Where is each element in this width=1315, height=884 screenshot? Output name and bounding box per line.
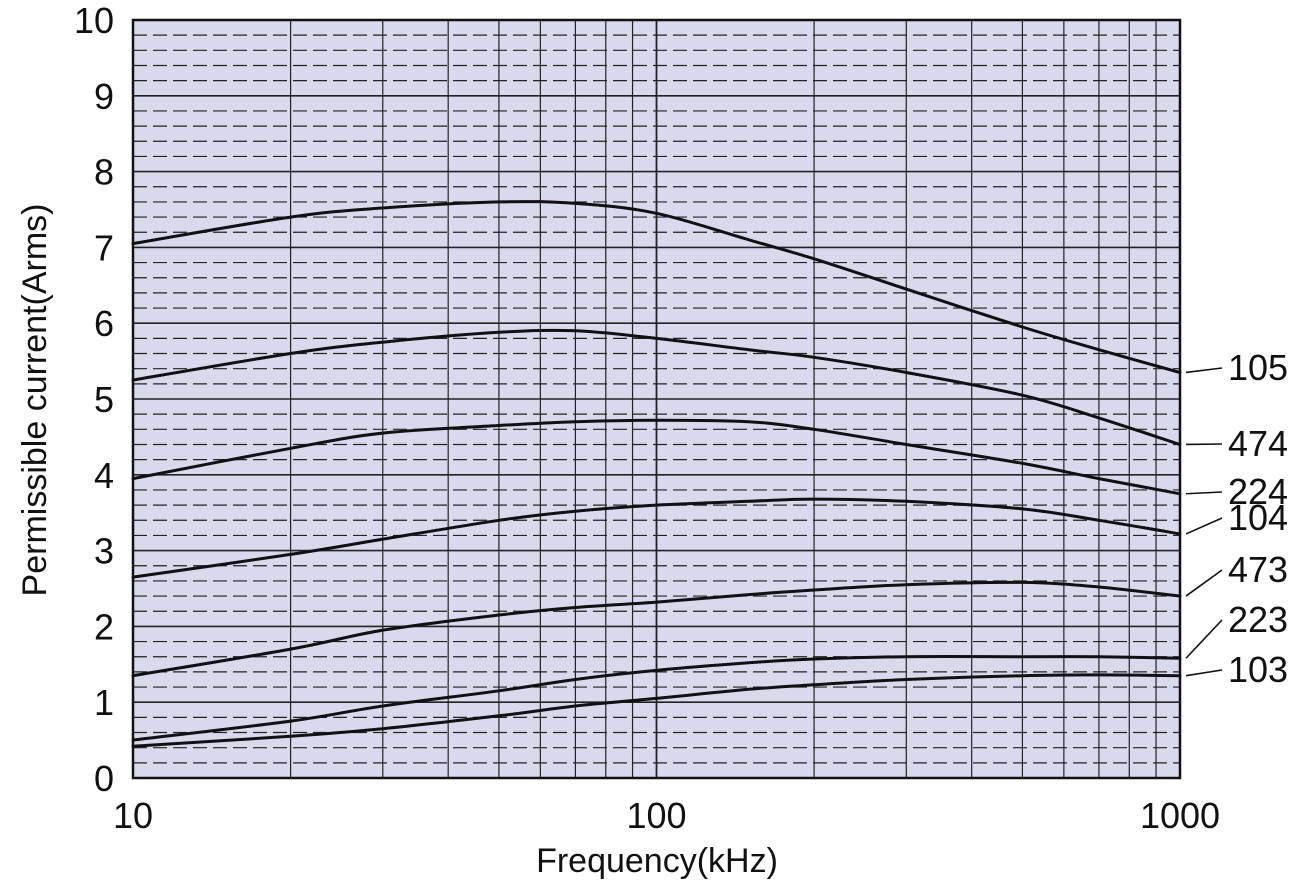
y-axis-ticks: 0 1 2 3 4 5 6 7 8 9 10	[74, 0, 114, 799]
y-tick-label: 0	[94, 758, 114, 799]
x-axis-title: Frequency(kHz)	[536, 842, 778, 880]
series-label-224: 224	[1228, 471, 1288, 512]
series-label-473: 473	[1228, 549, 1288, 590]
leader-line-224	[1185, 491, 1223, 495]
leader-line-104	[1185, 517, 1223, 535]
series-line-473	[131, 580, 1182, 678]
curves	[131, 200, 1182, 748]
x-axis-ticks: 10 100 1000	[113, 795, 1220, 836]
y-tick-label: 8	[94, 152, 114, 193]
y-tick-label: 9	[94, 76, 114, 117]
y-tick-label: 6	[94, 303, 114, 344]
y-tick-label: 4	[94, 455, 114, 496]
x-tick-label: 10	[113, 795, 153, 836]
y-tick-label: 7	[94, 227, 114, 268]
series-label-104: 104	[1228, 497, 1288, 538]
y-axis-title: Permissible current(Arms)	[16, 204, 54, 597]
series-label-103: 103	[1228, 649, 1288, 690]
plot-area	[131, 18, 1182, 780]
y-tick-label: 2	[94, 606, 114, 647]
y-tick-label: 10	[74, 0, 114, 41]
series-line-474	[131, 328, 1182, 446]
series-label-105: 105	[1228, 347, 1288, 388]
y-tick-label: 5	[94, 379, 114, 420]
y-tick-label: 3	[94, 531, 114, 572]
x-tick-label: 1000	[1140, 795, 1220, 836]
series-label-223: 223	[1228, 599, 1288, 640]
leader-line-103	[1185, 669, 1223, 677]
x-tick-label: 100	[626, 795, 686, 836]
series-label-474: 474	[1228, 423, 1288, 464]
series-line-103	[131, 673, 1182, 748]
series-line-223	[131, 655, 1182, 742]
series-line-105	[131, 200, 1182, 374]
leader-line-105	[1185, 367, 1223, 374]
series-line-104	[131, 497, 1182, 579]
plot-frame	[131, 18, 1182, 780]
leader-line-473	[1185, 569, 1223, 597]
y-tick-label: 1	[94, 682, 114, 723]
leader-line-223	[1185, 619, 1223, 659]
series-line-224	[131, 418, 1182, 496]
